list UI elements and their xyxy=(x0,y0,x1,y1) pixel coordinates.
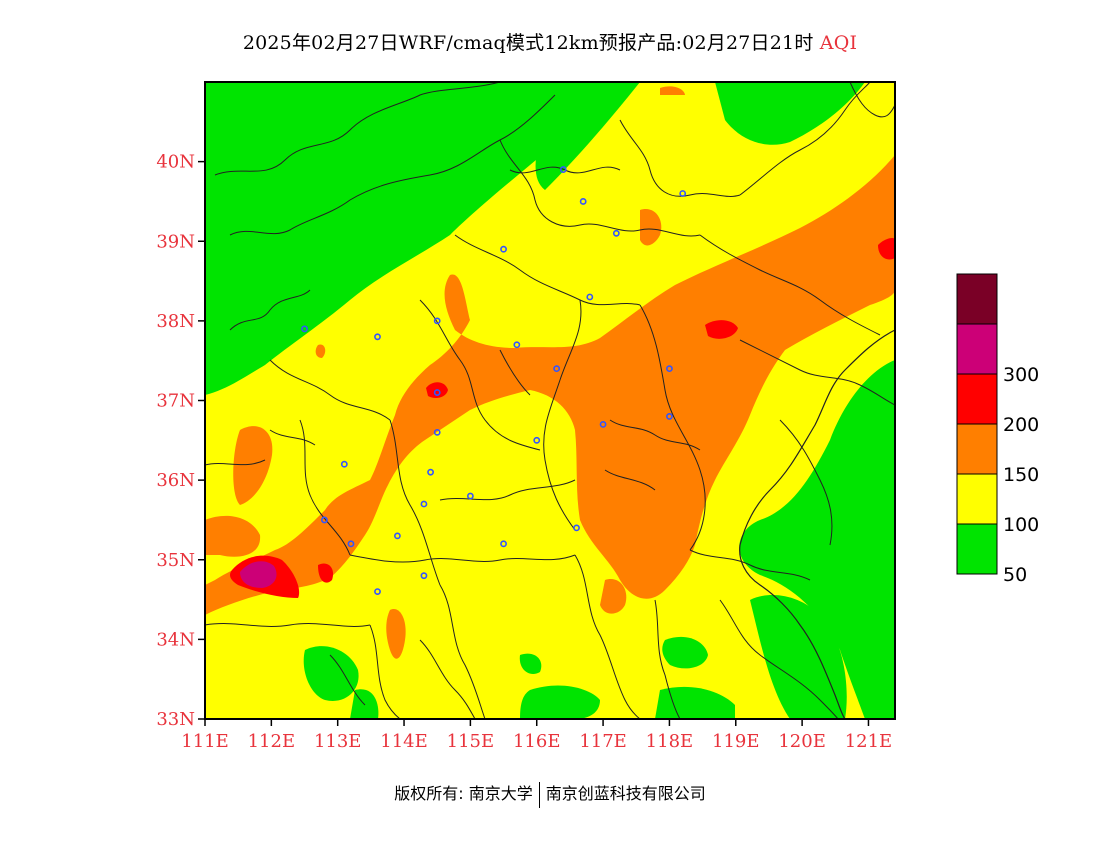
title-product: AQI xyxy=(819,32,858,54)
legend-label: 300 xyxy=(1003,364,1039,386)
x-tick-label: 116E xyxy=(513,731,561,752)
city-marker xyxy=(340,460,348,468)
city-marker xyxy=(559,166,567,173)
y-tick-label: 33N xyxy=(156,709,195,730)
city-marker xyxy=(433,428,441,436)
city-marker xyxy=(433,317,441,325)
city-marker xyxy=(374,588,381,595)
y-tick-label: 36N xyxy=(156,470,195,491)
x-tick-label: 118E xyxy=(646,731,694,752)
legend-label: 50 xyxy=(1003,564,1027,586)
city-marker xyxy=(347,540,355,548)
city-marker xyxy=(420,500,428,508)
y-tick-label: 39N xyxy=(156,231,195,252)
x-tick-label: 114E xyxy=(380,731,428,752)
aqi-legend: 300 200 150 100 50 xyxy=(956,273,1039,586)
y-tick-label: 40N xyxy=(156,152,195,173)
legend-swatch xyxy=(956,473,998,525)
city-marker xyxy=(427,468,434,476)
city-marker xyxy=(579,198,587,205)
city-marker xyxy=(394,532,401,540)
city-marker xyxy=(301,325,308,333)
city-marker xyxy=(612,229,620,237)
city-marker xyxy=(666,413,673,420)
aqi-band-200-300 xyxy=(240,561,277,588)
city-marker xyxy=(374,333,381,341)
legend-swatch xyxy=(956,523,998,575)
x-tick-label: 112E xyxy=(248,731,296,752)
legend-swatch xyxy=(956,373,998,425)
city-marker xyxy=(666,365,673,373)
city-marker xyxy=(679,190,687,197)
x-tick-label: 119E xyxy=(712,731,760,752)
y-tick-label: 38N xyxy=(156,311,195,332)
city-marker xyxy=(466,492,474,500)
x-tick-label: 115E xyxy=(447,731,495,752)
city-marker xyxy=(533,436,541,444)
footer: 版权所有: 南京大学 南京创蓝科技有限公司 xyxy=(0,780,1100,808)
y-tick-label: 35N xyxy=(156,550,195,571)
city-marker xyxy=(513,341,521,349)
y-tick-label: 34N xyxy=(156,629,195,650)
copyright-text: 版权所有: 南京大学 xyxy=(394,784,533,803)
city-marker xyxy=(553,365,561,373)
city-marker xyxy=(500,540,507,548)
x-tick-label: 113E xyxy=(314,731,362,752)
city-markers xyxy=(301,166,687,595)
legend-swatch xyxy=(956,423,998,475)
x-tick-label: 121E xyxy=(845,731,893,752)
city-marker xyxy=(500,245,507,253)
aqi-band-0-50 xyxy=(205,82,895,719)
legend-swatch xyxy=(956,273,998,325)
aqi-field xyxy=(205,82,895,719)
legend-label: 150 xyxy=(1003,464,1039,486)
map-title: 2025年02月27日WRF/cmaq模式12km预报产品:02月27日21时 … xyxy=(0,28,1100,55)
city-marker xyxy=(433,389,441,396)
coastline xyxy=(739,329,895,719)
city-marker xyxy=(573,524,580,532)
title-main: 2025年02月27日WRF/cmaq模式12km预报产品:02月27日21时 xyxy=(242,32,814,54)
legend-label: 100 xyxy=(1003,514,1039,536)
city-marker xyxy=(586,293,594,301)
legend-swatch xyxy=(956,323,998,375)
aqi-band-100-150 xyxy=(205,86,895,659)
x-tick-label: 111E xyxy=(181,731,229,752)
x-tick-label: 117E xyxy=(579,731,627,752)
y-tick-label: 37N xyxy=(156,391,195,412)
admin-boundaries xyxy=(205,82,895,719)
city-marker xyxy=(420,572,428,580)
city-marker xyxy=(599,420,607,428)
company-text: 南京创蓝科技有限公司 xyxy=(545,784,706,803)
x-tick-label: 120E xyxy=(778,731,826,752)
footer-separator xyxy=(538,781,540,808)
map-axes: 111E 112E 113E 114E 115E 116E 117E 118E 119E 120E… xyxy=(156,152,892,752)
legend-label: 200 xyxy=(1003,414,1039,436)
city-marker xyxy=(321,516,328,524)
